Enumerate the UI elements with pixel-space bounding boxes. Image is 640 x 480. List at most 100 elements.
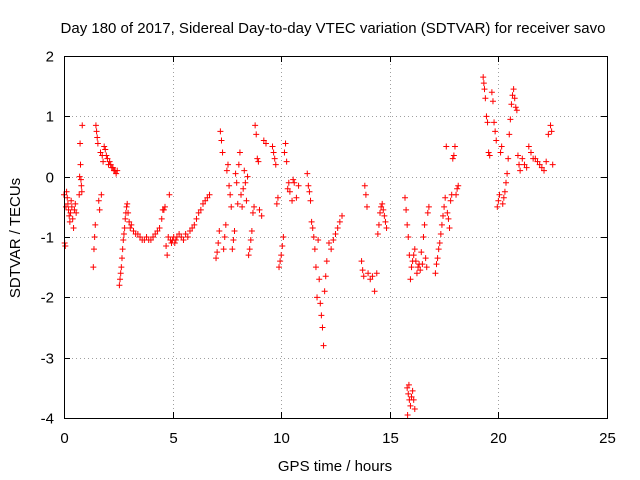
data-point [424, 209, 431, 216]
data-point [404, 411, 411, 418]
x-tick-label: 15 [382, 430, 399, 447]
x-tick-label: 20 [490, 430, 507, 447]
data-point [120, 237, 127, 244]
data-point [378, 203, 385, 210]
data-point [410, 396, 417, 403]
data-point [137, 234, 144, 240]
data-point [496, 191, 503, 198]
data-point [419, 261, 426, 268]
data-point [306, 188, 313, 195]
data-point [143, 234, 150, 240]
x-tick-label: 5 [169, 430, 177, 447]
data-point [375, 221, 382, 228]
x-tick-label: 10 [273, 430, 290, 447]
data-point [545, 131, 552, 138]
data-point [130, 227, 137, 234]
x-axis-label: GPS time / hours [278, 458, 392, 475]
data-point [381, 212, 388, 219]
data-point [519, 155, 526, 162]
data-point [253, 131, 260, 138]
data-point [228, 203, 235, 210]
data-point [315, 237, 322, 244]
data-point [495, 197, 502, 204]
data-point [500, 194, 507, 201]
data-point [444, 209, 451, 216]
data-point [235, 161, 242, 168]
data-point [215, 240, 222, 247]
data-point [206, 191, 213, 198]
y-tick-label: 2 [46, 49, 54, 66]
data-point [72, 200, 79, 207]
data-point [323, 258, 330, 265]
data-point [510, 86, 517, 93]
data-point [322, 273, 329, 280]
data-point [217, 128, 224, 135]
data-point [276, 264, 283, 271]
data-point [219, 149, 226, 156]
data-point [249, 209, 256, 216]
data-point [104, 155, 111, 162]
data-point [186, 227, 193, 234]
data-point [494, 203, 501, 210]
data-point [517, 167, 524, 174]
data-point [66, 212, 73, 219]
data-point [317, 300, 324, 307]
data-point [239, 203, 246, 210]
data-point [412, 258, 419, 265]
data-point [509, 92, 516, 99]
data-point [525, 143, 532, 150]
data-point [100, 158, 107, 165]
data-point [270, 149, 277, 156]
data-point [508, 101, 515, 108]
data-point [447, 197, 454, 204]
data-point [374, 230, 381, 237]
data-point [76, 173, 83, 180]
data-point [147, 237, 154, 244]
data-point [256, 206, 263, 213]
data-point [255, 158, 262, 165]
data-point [436, 240, 443, 247]
data-point [411, 405, 418, 412]
data-point [514, 152, 521, 159]
data-point [114, 167, 121, 174]
data-point [534, 158, 541, 165]
data-point [492, 128, 499, 135]
data-point [156, 224, 163, 231]
data-point [223, 167, 230, 174]
data-point [164, 252, 171, 259]
data-point [282, 140, 289, 147]
data-point [321, 288, 328, 295]
data-point [251, 203, 258, 210]
data-point [497, 149, 504, 156]
data-point [106, 158, 113, 165]
data-point [291, 179, 298, 186]
data-point [68, 197, 75, 204]
data-point [491, 119, 498, 126]
data-point [373, 270, 380, 277]
data-point [260, 137, 267, 144]
data-point [254, 155, 261, 162]
data-point [107, 161, 114, 168]
data-point [442, 194, 449, 201]
data-point [176, 230, 183, 237]
data-point [125, 209, 132, 216]
data-point [77, 161, 84, 168]
data-point [116, 282, 123, 289]
data-point [158, 215, 165, 222]
y-tick-label: -1 [41, 230, 54, 247]
data-point [503, 179, 510, 186]
data-point [319, 324, 326, 331]
data-point [241, 167, 248, 174]
data-point [77, 140, 84, 147]
data-point [118, 264, 125, 271]
data-point [309, 224, 316, 231]
data-point [232, 170, 239, 177]
data-point [493, 137, 500, 144]
data-point [404, 384, 411, 391]
data-point [409, 387, 416, 394]
data-point [377, 209, 384, 216]
data-point [184, 234, 191, 240]
data-point [437, 230, 444, 237]
data-point [128, 221, 135, 228]
data-point [405, 381, 412, 388]
